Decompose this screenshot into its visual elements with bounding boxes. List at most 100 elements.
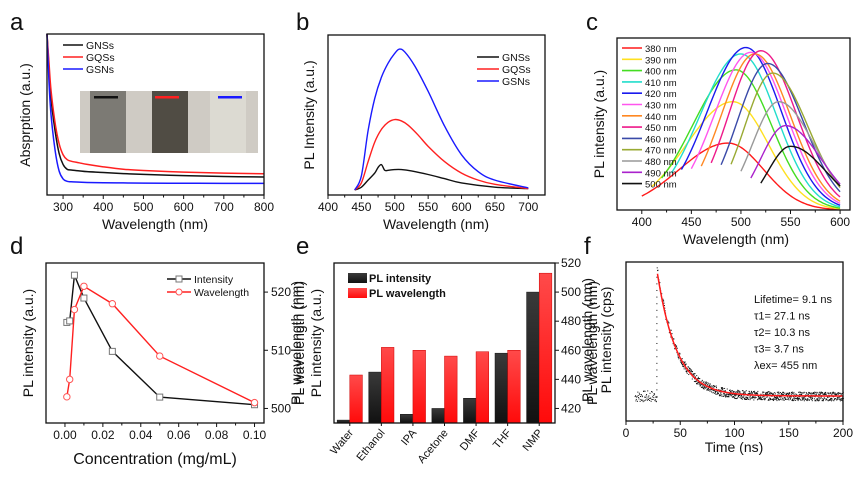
fit-line — [656, 273, 844, 397]
data-point — [822, 398, 824, 400]
x-axis-title: Wavelength (nm) — [102, 216, 208, 232]
data-point — [724, 390, 726, 392]
inset-marker-gsn — [218, 96, 242, 99]
data-point — [706, 386, 708, 388]
data-point — [766, 392, 768, 394]
data-point — [712, 389, 714, 391]
data-point — [796, 398, 798, 400]
data-point — [780, 398, 782, 400]
data-point — [734, 394, 736, 396]
data-point — [821, 391, 823, 393]
data-point — [754, 393, 756, 395]
x-tick-label: Ethanol — [354, 427, 387, 463]
data-point — [775, 398, 777, 400]
data-point — [724, 387, 726, 389]
legend-label-480-nm: 480 nm — [645, 157, 677, 168]
data-point — [775, 397, 777, 399]
data-point — [776, 391, 778, 393]
data-point — [725, 396, 727, 398]
data-point — [805, 398, 807, 400]
data-point — [822, 392, 824, 394]
data-point — [764, 398, 766, 400]
data-point — [779, 392, 781, 394]
data-point — [681, 363, 683, 365]
data-point — [740, 397, 742, 399]
data-point — [798, 393, 800, 395]
data-point — [656, 309, 658, 311]
data-point — [715, 387, 717, 389]
series-line-390-nm — [651, 101, 841, 210]
data-point — [729, 390, 731, 392]
data-point — [646, 398, 648, 400]
bar-wavelength-ethanol — [381, 347, 395, 424]
data-point — [656, 382, 658, 384]
data-point — [644, 396, 646, 398]
data-point — [823, 398, 825, 400]
data-point-intensity — [80, 294, 88, 302]
data-point — [734, 394, 736, 396]
data-point — [683, 366, 685, 368]
data-point — [637, 394, 639, 396]
data-point — [734, 391, 736, 393]
data-point — [791, 392, 793, 394]
data-point — [830, 392, 832, 394]
data-point — [688, 374, 690, 376]
data-point — [806, 392, 808, 394]
data-point-wavelength — [80, 282, 88, 290]
data-point — [769, 391, 771, 393]
data-point — [649, 399, 651, 401]
data-point — [713, 385, 715, 387]
data-point — [700, 384, 702, 386]
data-point — [708, 383, 710, 385]
data-point — [712, 389, 714, 391]
data-point — [639, 394, 641, 396]
data-point — [711, 389, 713, 391]
data-point — [821, 392, 823, 394]
data-point — [814, 396, 816, 398]
data-point — [702, 386, 704, 388]
data-point — [813, 398, 815, 400]
series-line-410-nm — [670, 53, 841, 208]
series-line-490-nm — [750, 124, 841, 185]
x-tick-label: 0.00 — [53, 428, 77, 442]
data-point — [827, 399, 829, 401]
data-point — [656, 342, 658, 344]
data-point — [841, 397, 843, 399]
data-point — [771, 399, 773, 401]
data-point — [656, 369, 658, 371]
data-point — [834, 399, 836, 401]
x-tick-label: 700 — [214, 200, 234, 214]
data-point — [767, 393, 769, 395]
x-tick-label: 700 — [518, 200, 538, 214]
data-point — [825, 398, 827, 400]
data-point — [671, 333, 673, 335]
x-tick-label: 550 — [418, 200, 438, 214]
data-point — [730, 390, 732, 392]
data-point — [718, 395, 720, 397]
data-point — [748, 391, 750, 393]
data-point — [804, 399, 806, 401]
data-point — [698, 382, 700, 384]
data-point — [816, 398, 818, 400]
data-point — [777, 394, 779, 396]
data-point — [811, 400, 813, 402]
data-point — [725, 396, 727, 398]
data-point — [793, 397, 795, 399]
data-point — [777, 392, 779, 394]
data-point — [656, 276, 658, 278]
data-point — [670, 336, 672, 338]
data-point — [756, 399, 758, 401]
data-point — [803, 400, 805, 402]
data-point — [725, 394, 727, 396]
data-point — [728, 394, 730, 396]
data-point — [757, 398, 759, 400]
data-point — [786, 394, 788, 396]
data-point-wavelength — [70, 305, 79, 314]
data-point-wavelength — [156, 352, 164, 360]
data-point — [797, 397, 799, 399]
data-point — [720, 394, 722, 396]
data-point — [714, 389, 716, 391]
data-point — [709, 390, 711, 392]
data-point — [803, 397, 805, 399]
data-point — [661, 293, 663, 295]
